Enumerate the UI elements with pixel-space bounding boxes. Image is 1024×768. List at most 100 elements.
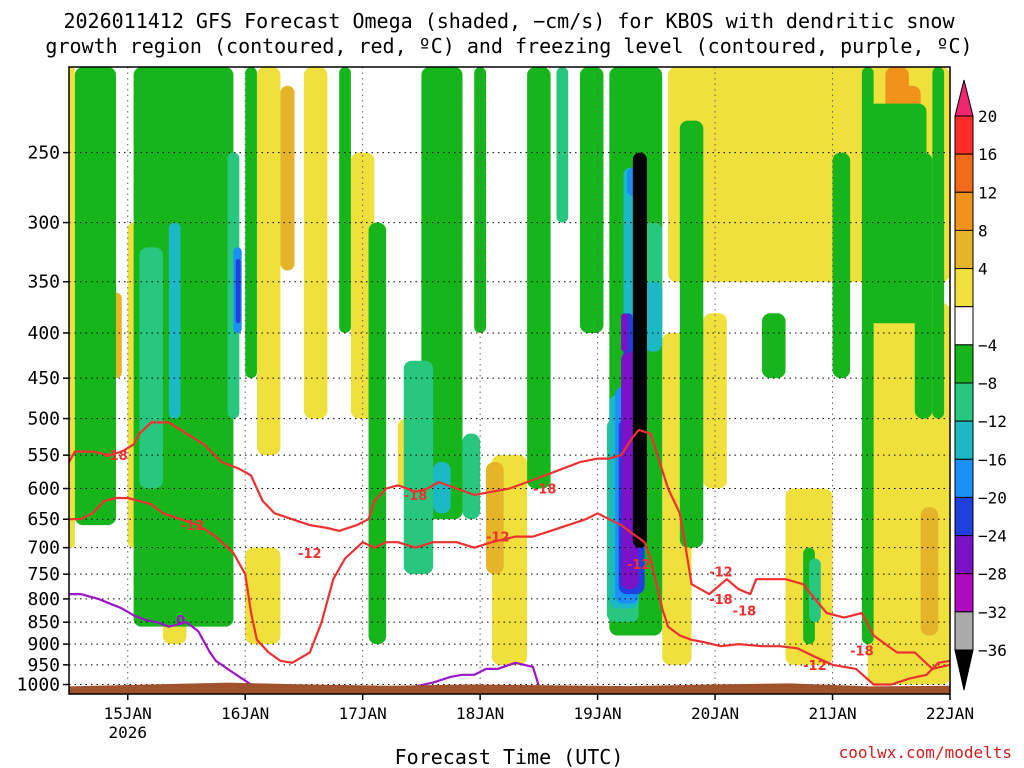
- omega-area-3-7: [527, 67, 551, 489]
- omega-area-3-12: [832, 152, 851, 379]
- x-tick-label-22JAN: 22JAN: [926, 704, 974, 723]
- colorbar-swatch-1: [954, 115, 974, 155]
- contour-0C: [69, 592, 252, 686]
- colorbar-swatch-7: [954, 344, 974, 384]
- y-tick-label-450: 450: [27, 368, 60, 389]
- contour-layer: -18-18 -18-18-18-18-12-12-12-12-12-120: [68, 421, 951, 688]
- colorbar-swatch-3: [954, 191, 974, 231]
- colorbar-label-12: −32: [978, 603, 1007, 622]
- x-tick-sublabel-15JAN: 2026: [108, 723, 147, 742]
- colorbar-swatch-11: [954, 496, 974, 537]
- contour-label-0-3: -18: [709, 593, 733, 608]
- contour-label-1-1: -12: [298, 547, 322, 562]
- colorbar-label-9: −20: [978, 488, 1007, 507]
- colorbar-label-11: −28: [978, 565, 1007, 584]
- colorbar-swatch-13: [954, 573, 974, 613]
- x-tick-label-19JAN: 19JAN: [574, 704, 622, 723]
- x-tick-label-20JAN: 20JAN: [691, 704, 739, 723]
- x-axis-label: Forecast Time (UTC): [395, 745, 624, 768]
- contour-label-1-5: -12: [803, 659, 827, 674]
- omega-area-3-3: [339, 67, 351, 333]
- y-tick-label-900: 900: [27, 634, 60, 655]
- terrain-fill: [69, 682, 950, 694]
- y-axis: 2503003504004505005506006507007508008509…: [17, 143, 69, 696]
- colorbar: 20 16 12 8 4 −4 −8 −12 −16 −20 −24 −28 −32 −36: [954, 79, 1007, 691]
- colorbar-label-4: 4: [978, 260, 988, 279]
- colorbar-label-0: 20: [978, 107, 997, 126]
- omega-area-0-0: [69, 67, 75, 548]
- omega-area-5-4: [644, 281, 663, 352]
- y-tick-label-350: 350: [27, 272, 60, 293]
- colorbar-label-3: 8: [978, 221, 988, 240]
- contour-label-1-2: -12: [486, 531, 510, 546]
- contour-label-0-5: -18: [850, 644, 874, 659]
- omega-area-4-6: [809, 558, 821, 623]
- y-tick-label-750: 750: [27, 564, 60, 585]
- chart-title-line-1: 2026011412 GFS Forecast Omega (shaded, −…: [63, 9, 955, 33]
- omega-area-1-0: [920, 507, 939, 636]
- colorbar-swatch-14: [954, 611, 974, 651]
- y-tick-label-850: 850: [27, 612, 60, 633]
- y-tick-label-600: 600: [27, 479, 60, 500]
- contour-label-0-4: -18: [733, 605, 757, 620]
- omega-area-3-14: [867, 103, 927, 324]
- y-tick-label-1000: 1000: [17, 675, 60, 696]
- omega-area-0-2: [303, 67, 328, 419]
- x-tick-label-15JAN: 15JAN: [104, 704, 152, 723]
- omega-area-5-1: [433, 462, 451, 514]
- omega-area-4-2: [403, 360, 434, 575]
- y-tick-label-950: 950: [27, 655, 60, 676]
- omega-area-4-0: [139, 247, 163, 489]
- contour-label-1-4: -12: [709, 566, 733, 581]
- omega-area-0-11: [703, 313, 727, 489]
- y-tick-label-250: 250: [27, 143, 60, 164]
- contour-label-0-2: -18: [533, 483, 557, 498]
- colorbar-bottom-triangle: [954, 649, 974, 691]
- omega-area-9-0: [632, 152, 647, 548]
- colorbar-label-2: 12: [978, 183, 997, 202]
- colorbar-label-8: −16: [978, 450, 1007, 469]
- omega-area-0-1: [256, 67, 281, 456]
- x-tick-label-21JAN: 21JAN: [808, 704, 856, 723]
- y-tick-label-300: 300: [27, 213, 60, 234]
- colorbar-swatch-6: [954, 306, 974, 346]
- colorbar-label-6: −8: [978, 374, 997, 393]
- omega-area-3-17: [932, 67, 945, 419]
- y-tick-label-700: 700: [27, 538, 60, 559]
- colorbar-swatch-10: [954, 458, 974, 498]
- omega-area-3-11: [762, 313, 786, 379]
- omega-area-4-7: [462, 433, 481, 520]
- colorbar-swatch-4: [954, 229, 974, 270]
- omega-area-3-8: [579, 67, 604, 333]
- x-tick-label-18JAN: 18JAN: [456, 704, 504, 723]
- omega-area-3-0: [74, 67, 116, 526]
- contour-label-0-0: -18: [104, 449, 128, 464]
- omega-shading-layer: [69, 67, 950, 685]
- x-tick-label-16JAN: 16JAN: [221, 704, 269, 723]
- colorbar-swatch-9: [954, 420, 974, 460]
- colorbar-swatch-8: [954, 382, 974, 422]
- colorbar-label-7: −12: [978, 412, 1007, 431]
- contour-label-1-3: -12: [627, 558, 651, 573]
- contour--18C: [68, 421, 951, 671]
- colorbar-label-5: −4: [978, 336, 997, 355]
- y-tick-label-800: 800: [27, 589, 60, 610]
- y-tick-label-550: 550: [27, 445, 60, 466]
- colorbar-top-triangle: [954, 79, 974, 117]
- colorbar-label-10: −24: [978, 527, 1007, 546]
- omega-area-3-15: [914, 152, 933, 419]
- omega-area-9-1: [635, 455, 647, 543]
- omega-area-5-0: [168, 222, 181, 419]
- omega-area-1-4: [280, 85, 295, 271]
- contour--12C: [69, 496, 951, 686]
- contour-label-0-1: -18: [404, 489, 428, 504]
- y-tick-label-500: 500: [27, 409, 60, 430]
- chart-title-line-2: growth region (contoured, red, ºC) and f…: [45, 34, 972, 58]
- omega-area-0-13: [245, 547, 281, 645]
- plot-area: -18-18 -18-18-18-18-12-12-12-12-12-120: [68, 66, 951, 695]
- omega-area-1-1: [486, 462, 504, 575]
- colorbar-swatch-12: [954, 535, 974, 575]
- omega-area-3-4: [368, 222, 387, 645]
